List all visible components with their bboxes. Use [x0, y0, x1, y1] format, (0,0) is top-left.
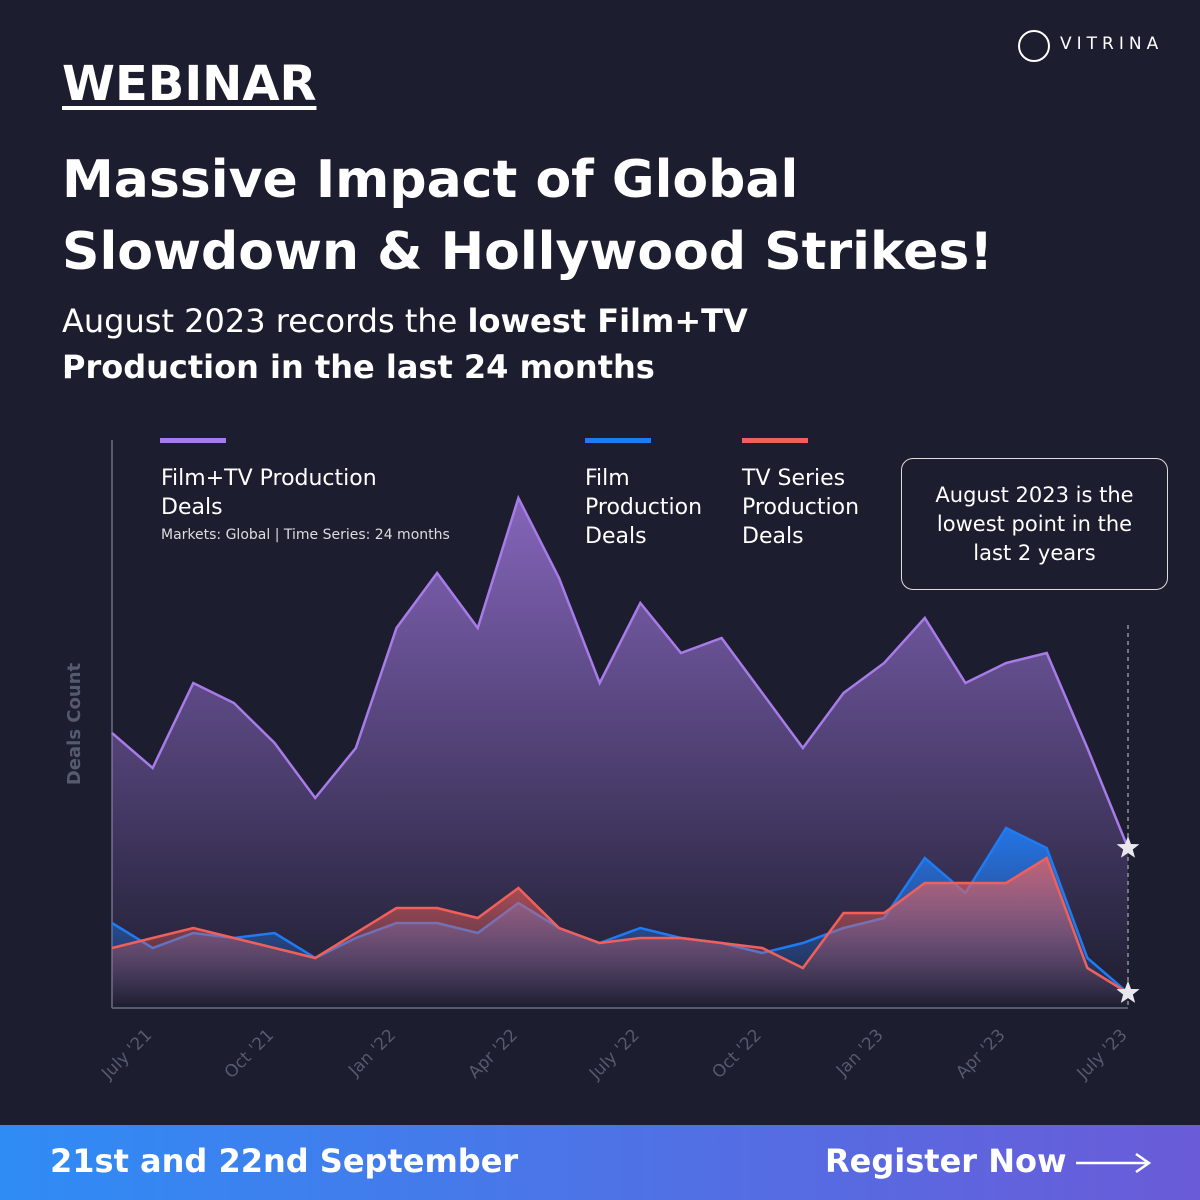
legend-swatch: [585, 438, 651, 443]
footer-date: 21st and 22nd September: [50, 1142, 519, 1180]
x-tick-label: July '21: [97, 1025, 156, 1084]
kicker: WEBINAR: [62, 56, 317, 112]
end-marker: [1116, 836, 1140, 858]
y-axis-label: Deals Count: [64, 662, 85, 785]
legend-note: Markets: Global | Time Series: 24 months: [161, 527, 450, 543]
line: [111, 856, 1129, 995]
end-marker: [1116, 981, 1140, 1003]
area: [112, 858, 1128, 1008]
subtitle-bold: lowest Film+TV Production in the last 24…: [62, 302, 748, 386]
cta[interactable]: Register Now: [825, 1142, 1067, 1180]
brand-logo: [1018, 30, 1050, 62]
x-tick-label: Apr '22: [465, 1025, 522, 1082]
subtitle-plain: August 2023 records the: [62, 302, 468, 340]
x-tick-label: Oct '21: [221, 1025, 278, 1082]
legend-swatch: [160, 438, 226, 443]
x-tick-label: Oct '22: [708, 1025, 765, 1082]
brand: VITRINA: [1060, 34, 1164, 54]
subtitle: August 2023 records the lowest Film+TV P…: [62, 298, 822, 390]
footer: [0, 1125, 1200, 1200]
legend-label: TV Series Production Deals: [742, 466, 860, 549]
x-tick-label: Apr '23: [952, 1025, 1009, 1082]
legend-label: Film Production Deals: [585, 466, 703, 549]
legend-label: Film+TV Production Deals: [161, 466, 377, 520]
x-tick-label: Jan '22: [344, 1025, 400, 1081]
title: Massive Impact of Global Slowdown & Holl…: [62, 150, 994, 282]
x-tick-label: July '22: [585, 1025, 644, 1084]
legend-swatch: [742, 438, 808, 443]
annotation: August 2023 is the lowest point in the l…: [901, 458, 1168, 590]
x-tick-label: July '23: [1073, 1025, 1132, 1084]
area: [112, 498, 1128, 1008]
line: [111, 494, 1130, 849]
x-tick-label: Jan '23: [832, 1025, 888, 1081]
